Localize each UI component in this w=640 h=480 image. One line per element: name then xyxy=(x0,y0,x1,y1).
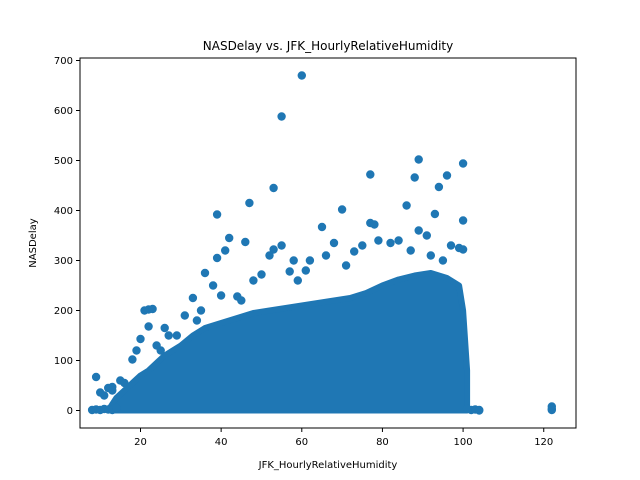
scatter-point xyxy=(386,238,395,248)
x-tick-label: 100 xyxy=(454,437,473,448)
scatter-point xyxy=(446,241,456,250)
scatter-point xyxy=(188,293,198,303)
scatter-point xyxy=(458,245,468,254)
x-axis: 20 40 60 80 100 120 xyxy=(134,428,553,448)
y-tick-label: 400 xyxy=(54,206,73,217)
scatter-point xyxy=(317,222,327,232)
scatter-point xyxy=(297,71,306,80)
scatter-point xyxy=(112,403,121,413)
scatter-point xyxy=(289,256,298,265)
scatter-point xyxy=(265,251,274,260)
x-tick-label: 80 xyxy=(376,437,389,448)
scatter-point xyxy=(192,316,202,325)
scatter-point xyxy=(422,231,431,240)
y-axis: 0 100 200 300 400 500 600 700 xyxy=(54,56,80,417)
y-tick-label: 600 xyxy=(54,106,73,117)
y-tick-label: 0 xyxy=(67,406,73,417)
scatter-point xyxy=(414,226,423,235)
scatter-point xyxy=(208,281,218,290)
scatter-point xyxy=(140,306,149,315)
scatter-point xyxy=(374,236,383,245)
scatter-point xyxy=(108,386,117,395)
scatter-point xyxy=(160,323,169,333)
x-tick-label: 120 xyxy=(534,437,553,448)
scatter-point xyxy=(269,183,278,193)
scatter-point xyxy=(462,404,472,414)
scatter-point xyxy=(152,341,161,350)
scatter-point xyxy=(350,247,359,256)
scatter-point xyxy=(120,378,129,388)
y-tick-label: 500 xyxy=(54,156,73,167)
plot-frame xyxy=(79,57,577,429)
scatter-point xyxy=(196,306,206,315)
scatter-point xyxy=(430,209,440,219)
dense-point-cloud xyxy=(105,270,471,414)
scatter-point xyxy=(277,112,286,121)
scatter-point xyxy=(438,256,448,265)
scatter-point xyxy=(394,236,403,245)
scatter-point xyxy=(249,276,258,285)
scatter-point xyxy=(245,198,254,208)
y-axis-label: NASDelay xyxy=(28,218,39,267)
scatter-point xyxy=(370,220,379,229)
scatter-point xyxy=(402,201,411,210)
x-axis-label: JFK_HourlyRelativeHumidity xyxy=(258,460,398,471)
data-points xyxy=(87,71,556,415)
scatter-point xyxy=(458,159,468,168)
scatter-point xyxy=(269,245,278,254)
scatter-point xyxy=(366,170,375,179)
scatter-point xyxy=(144,322,153,331)
scatter-point xyxy=(293,276,302,285)
y-tick-label: 100 xyxy=(54,356,73,367)
scatter-point xyxy=(434,182,444,192)
scatter-point xyxy=(212,210,222,219)
y-tick-label: 200 xyxy=(54,306,73,317)
scatter-point xyxy=(91,372,101,382)
scatter-point xyxy=(241,237,250,247)
scatter-point xyxy=(414,155,423,164)
scatter-point xyxy=(305,256,315,265)
scatter-point xyxy=(426,251,435,260)
y-tick-label: 700 xyxy=(54,56,73,67)
scatter-point xyxy=(358,241,367,250)
x-tick-label: 40 xyxy=(215,437,228,448)
scatter-point xyxy=(337,205,347,214)
scatter-point xyxy=(128,355,137,364)
scatter-point xyxy=(148,304,157,314)
scatter-point xyxy=(329,238,339,248)
x-tick-label: 60 xyxy=(295,437,308,448)
scatter-point xyxy=(200,268,210,278)
scatter-point xyxy=(410,173,419,182)
scatter-point xyxy=(321,251,331,260)
scatter-point xyxy=(136,334,145,344)
scatter-point xyxy=(301,266,310,275)
scatter-point xyxy=(216,291,226,300)
scatter-point xyxy=(132,346,141,355)
y-tick-label: 300 xyxy=(54,256,73,267)
chart-title: NASDelay vs. JFK_HourlyRelativeHumidity xyxy=(203,39,453,53)
scatter-point xyxy=(180,311,189,320)
scatter-point xyxy=(100,391,109,400)
x-tick-label: 20 xyxy=(134,437,147,448)
scatter-point xyxy=(277,241,286,250)
scatter-point xyxy=(212,253,222,263)
scatter-point xyxy=(285,267,294,276)
scatter-point xyxy=(341,261,351,270)
scatter-point xyxy=(475,406,484,415)
scatter-point xyxy=(164,331,173,340)
scatter-point xyxy=(442,171,452,180)
scatter-point xyxy=(172,331,181,340)
scatter-point xyxy=(547,404,556,414)
scatter-point xyxy=(458,216,468,225)
scatter-point xyxy=(237,296,246,305)
scatter-point xyxy=(406,246,415,255)
scatter-point xyxy=(225,233,234,243)
scatter-point xyxy=(221,246,230,255)
scatter-point xyxy=(257,270,266,279)
